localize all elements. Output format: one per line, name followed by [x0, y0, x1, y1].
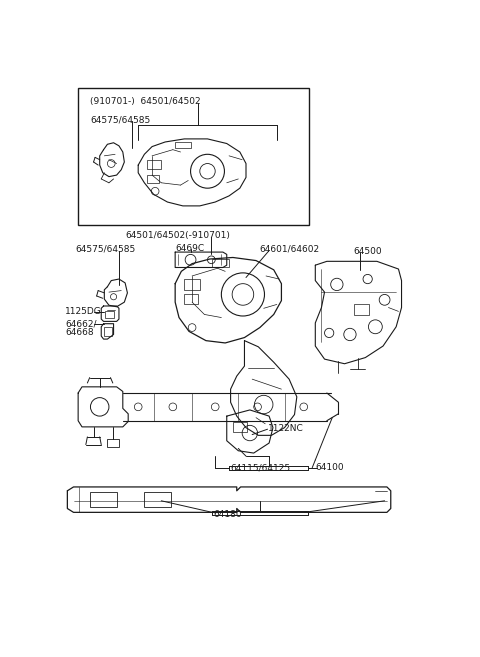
- Bar: [233, 422, 247, 432]
- Bar: [108, 439, 119, 447]
- Bar: [78, 88, 309, 225]
- Text: 64662/: 64662/: [65, 320, 96, 329]
- Bar: [175, 142, 191, 148]
- Bar: [90, 491, 118, 507]
- Bar: [147, 160, 161, 169]
- Bar: [184, 294, 198, 304]
- Text: 64180: 64180: [214, 510, 242, 519]
- Bar: [354, 304, 369, 315]
- Text: 64500: 64500: [354, 246, 383, 256]
- Text: 1125DG: 1125DG: [65, 307, 102, 316]
- Bar: [212, 259, 229, 267]
- Text: 64601/64602: 64601/64602: [260, 244, 320, 254]
- Text: 64100: 64100: [315, 463, 344, 472]
- Bar: [105, 311, 114, 317]
- Text: (910701-)  64501/64502: (910701-) 64501/64502: [90, 97, 201, 106]
- Text: 64575/64585: 64575/64585: [75, 244, 135, 254]
- Text: 64115/64125: 64115/64125: [230, 463, 291, 472]
- Text: 1122NC: 1122NC: [267, 424, 303, 433]
- Bar: [147, 175, 159, 183]
- Bar: [184, 279, 200, 290]
- Text: 64575/64585: 64575/64585: [90, 116, 151, 125]
- Text: 64668: 64668: [65, 328, 94, 336]
- Bar: [104, 327, 112, 336]
- Text: 64501/64502(-910701): 64501/64502(-910701): [126, 231, 231, 240]
- Text: 6469C: 6469C: [175, 244, 204, 254]
- Bar: [144, 491, 171, 507]
